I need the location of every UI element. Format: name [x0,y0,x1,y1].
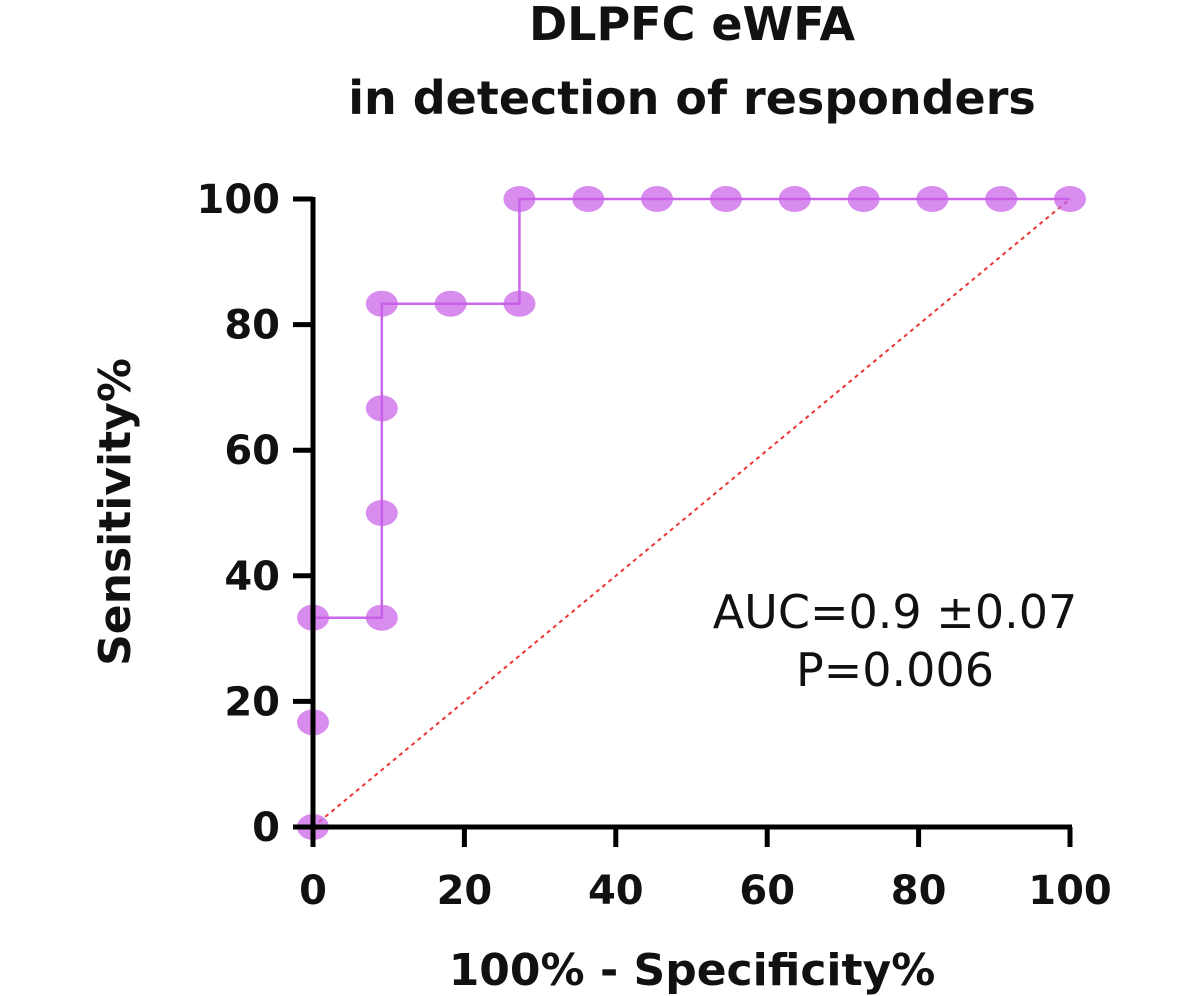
x-tick-label: 60 [739,868,795,914]
roc-data-point [778,186,811,212]
x-tick-label: 20 [437,868,493,914]
y-tick-label: 100 [197,177,281,223]
roc-data-point [1054,186,1086,212]
y-tick-label: 20 [224,679,280,725]
roc-data-point [365,604,398,631]
auc-annotation: AUC=0.9 ±0.07 [713,585,1078,639]
reference-diagonal-line [312,198,1071,828]
x-axis-label: 100% - Specificity% [449,945,936,996]
roc-data-point [916,186,949,212]
roc-data-point [847,186,880,212]
roc-data-point [572,186,605,212]
chart-title-line-1: DLPFC eWFA [529,0,855,51]
roc-data-point [503,186,536,212]
roc-data-point [985,186,1018,212]
roc-data-point [434,290,467,317]
roc-data-point [709,186,742,212]
x-tick-label: 80 [891,868,947,914]
x-tick-label: 40 [588,868,644,914]
roc-data-point [641,186,674,212]
y-tick-label: 80 [224,303,280,349]
y-axis-label: Sensitivity% [90,358,141,666]
roc-data-point [365,290,398,317]
x-tick-label: 0 [299,868,327,914]
y-tick-label: 40 [224,554,280,600]
p-value-annotation: P=0.006 [796,643,994,697]
roc-data-point [365,395,398,422]
y-tick-label: 0 [252,805,280,851]
plot-area: 0 20 40 60 80 100 0 20 40 60 80 100 [197,177,1112,914]
roc-data-point [365,500,398,526]
x-tick-label: 100 [1028,868,1112,914]
chart-title-line-2: in detection of responders [348,71,1036,125]
y-tick-label: 60 [224,428,280,474]
roc-data-point [503,290,536,317]
